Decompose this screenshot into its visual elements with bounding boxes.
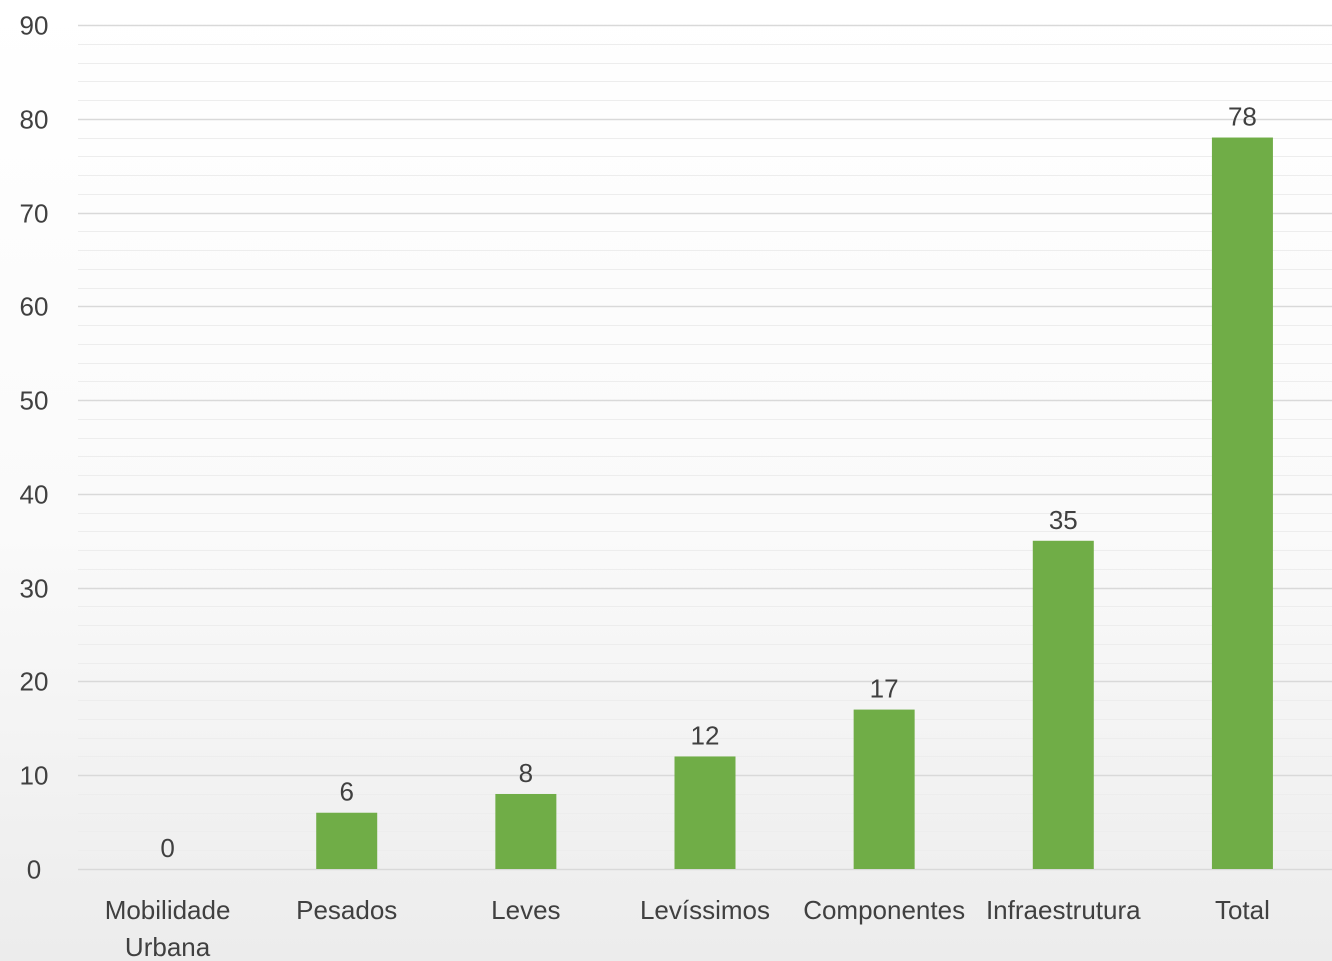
data-label: 17: [870, 674, 899, 704]
x-axis-tick-labels: Mobilidade Urbana Pesados Leves Levíssimos Co…: [105, 895, 1270, 961]
data-labels: 0 6 8 12 17 35 78: [160, 102, 1257, 863]
data-label: 78: [1228, 102, 1257, 132]
y-tick-label: 0: [27, 855, 41, 885]
bar: [1032, 540, 1094, 869]
x-tick-label: Pesados: [296, 895, 397, 925]
bar: [495, 793, 557, 869]
x-tick-label: Total: [1215, 895, 1270, 925]
data-label: 12: [691, 720, 720, 750]
x-tick-label: Mobilidade Urbana: [105, 895, 231, 961]
data-label: 6: [339, 777, 353, 807]
data-label: 8: [519, 758, 533, 788]
y-axis-tick-labels: 0 10 20 30 40 50 60 70 80 90: [20, 11, 49, 885]
data-label: 35: [1049, 505, 1078, 535]
y-tick-label: 10: [20, 761, 49, 791]
major-gridlines: [78, 24, 1332, 871]
bar: [316, 812, 378, 869]
x-tick-label: Infraestrutura: [986, 895, 1141, 925]
y-tick-label: 40: [20, 480, 49, 510]
minor-gridlines: [78, 44, 1332, 851]
bars: [316, 137, 1273, 870]
data-label: 0: [160, 833, 174, 863]
x-tick-label: Componentes: [803, 895, 965, 925]
y-tick-label: 90: [20, 11, 49, 41]
y-tick-label: 60: [20, 292, 49, 322]
bar: [1211, 137, 1273, 870]
y-tick-label: 70: [20, 199, 49, 229]
x-tick-label: Levíssimos: [640, 895, 770, 925]
y-tick-label: 80: [20, 105, 49, 135]
y-tick-label: 20: [20, 667, 49, 697]
bar: [674, 756, 736, 869]
bar: [853, 709, 915, 869]
y-tick-label: 50: [20, 386, 49, 416]
x-tick-label: Leves: [491, 895, 560, 925]
y-tick-label: 30: [20, 574, 49, 604]
